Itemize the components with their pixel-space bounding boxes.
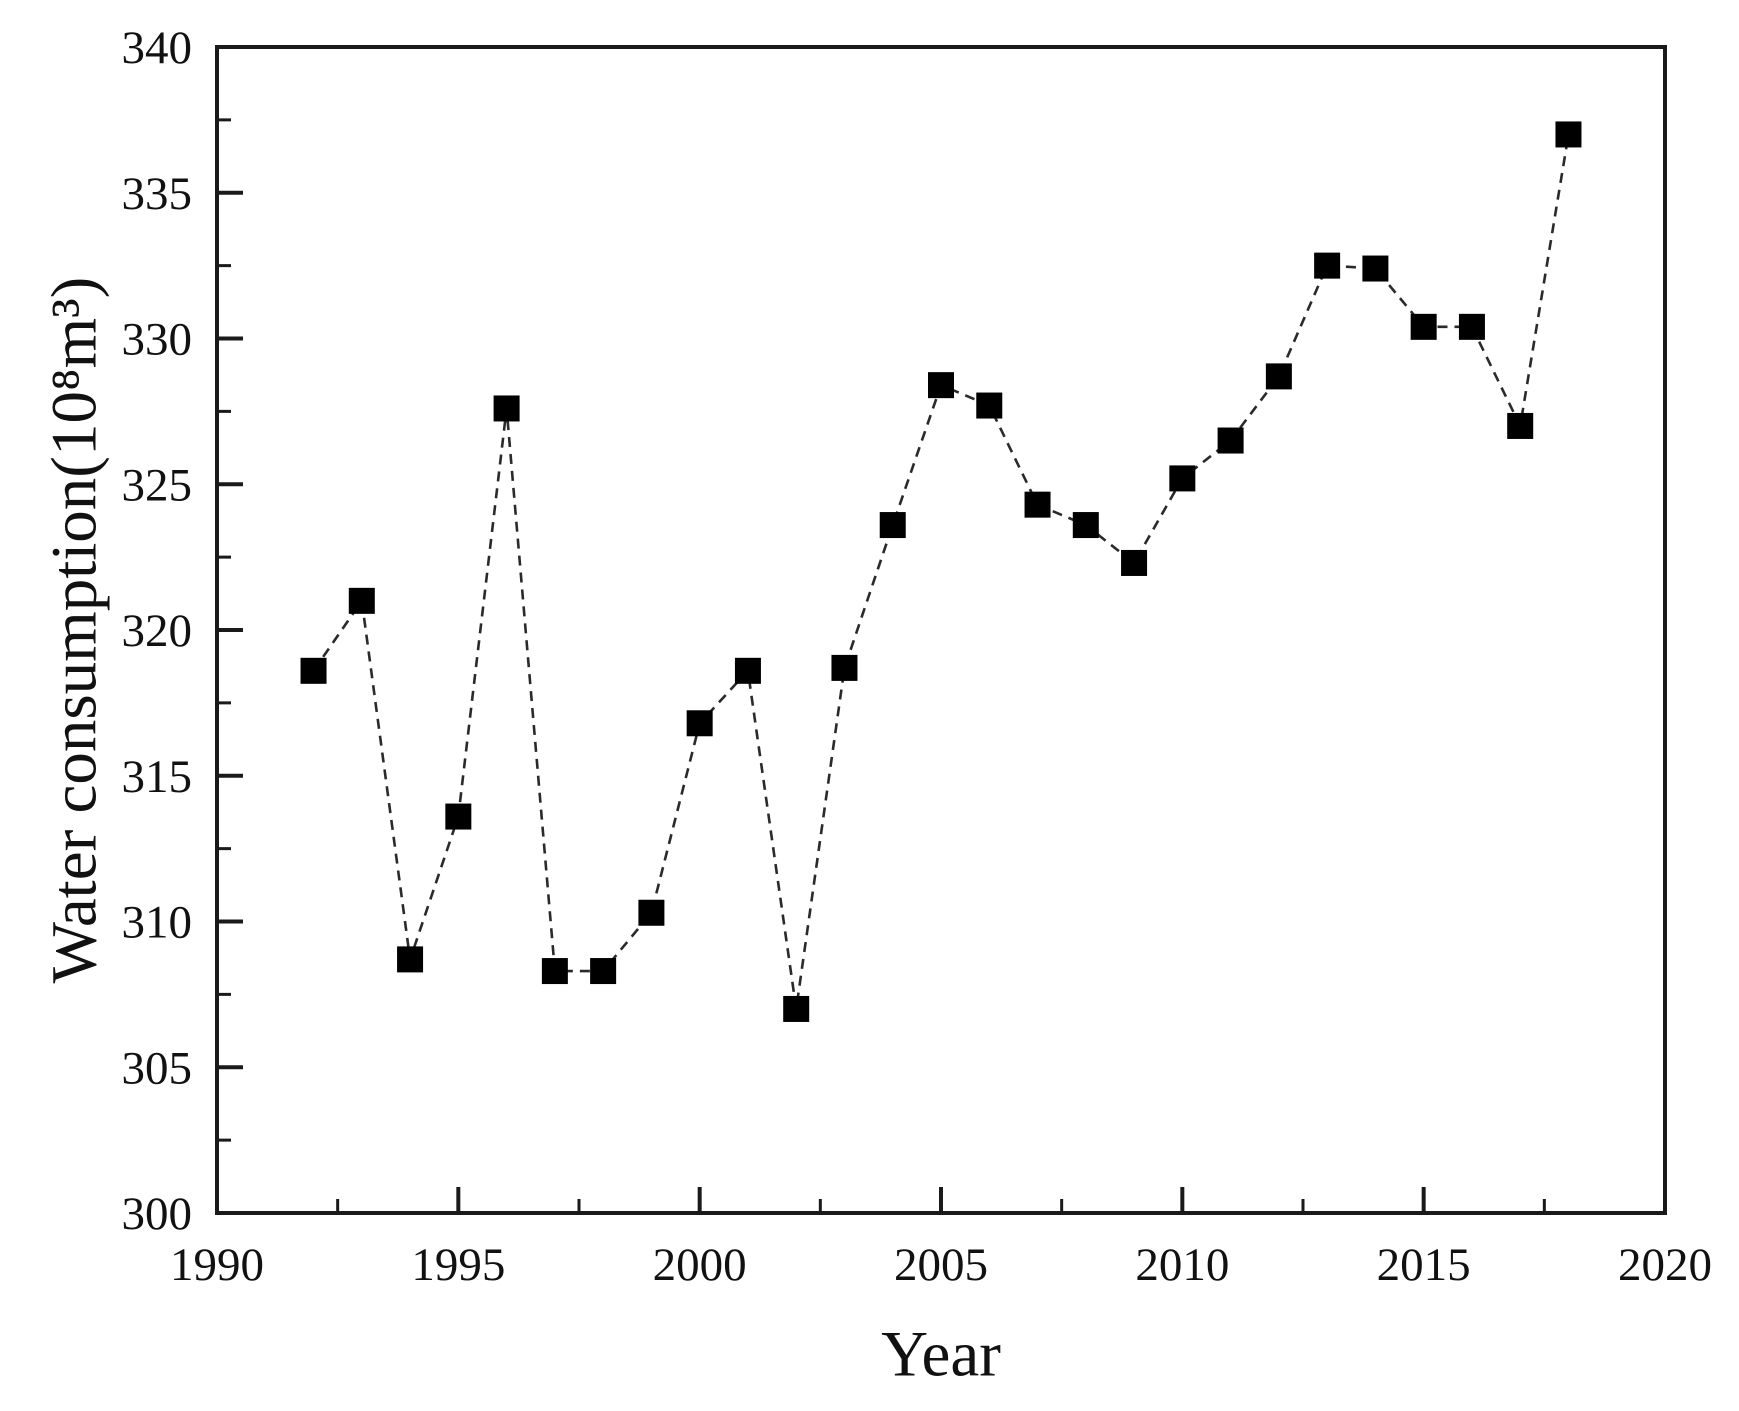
data-point-1994 bbox=[397, 946, 424, 973]
data-point-2011 bbox=[1217, 427, 1244, 454]
data-point-2014 bbox=[1362, 255, 1389, 282]
data-point-1993 bbox=[348, 587, 375, 614]
data-point-2013 bbox=[1314, 252, 1341, 279]
plot-border bbox=[215, 45, 1667, 1215]
x-tick-label-2020: 2020 bbox=[1618, 1239, 1712, 1291]
data-point-2016 bbox=[1458, 313, 1485, 340]
data-point-2003 bbox=[831, 654, 858, 681]
data-point-2000 bbox=[686, 710, 713, 737]
x-axis-title: Year bbox=[881, 1318, 1001, 1391]
y-tick-label-320: 320 bbox=[122, 605, 193, 657]
data-point-2017 bbox=[1507, 412, 1534, 439]
x-tick-label-1990: 1990 bbox=[170, 1239, 264, 1291]
y-tick-label-335: 335 bbox=[122, 168, 193, 220]
y-tick-label-300: 300 bbox=[122, 1188, 193, 1240]
y-tick-label-310: 310 bbox=[122, 897, 193, 949]
data-point-2012 bbox=[1265, 363, 1292, 390]
x-tick-label-1995: 1995 bbox=[411, 1239, 505, 1291]
y-tick-label-340: 340 bbox=[122, 22, 193, 74]
data-point-2006 bbox=[976, 392, 1003, 419]
y-tick-label-325: 325 bbox=[122, 459, 193, 511]
y-tick-label-330: 330 bbox=[122, 314, 193, 366]
data-point-1999 bbox=[638, 899, 665, 926]
data-point-2002 bbox=[783, 995, 810, 1022]
data-point-2010 bbox=[1169, 465, 1196, 492]
data-point-1995 bbox=[445, 803, 472, 830]
x-tick-label-2010: 2010 bbox=[1135, 1239, 1229, 1291]
data-point-2015 bbox=[1410, 313, 1437, 340]
data-point-2007 bbox=[1024, 491, 1051, 518]
x-tick-label-2000: 2000 bbox=[653, 1239, 747, 1291]
x-tick-label-2015: 2015 bbox=[1377, 1239, 1471, 1291]
y-tick-label-315: 315 bbox=[122, 751, 193, 803]
data-point-2001 bbox=[734, 657, 761, 684]
data-point-1996 bbox=[493, 395, 520, 422]
data-point-1992 bbox=[300, 657, 327, 684]
data-point-1998 bbox=[590, 958, 617, 985]
data-point-1997 bbox=[541, 958, 568, 985]
x-tick-label-2005: 2005 bbox=[894, 1239, 988, 1291]
data-point-2005 bbox=[928, 372, 954, 399]
y-tick-label-305: 305 bbox=[122, 1042, 193, 1094]
data-point-2018 bbox=[1555, 121, 1582, 148]
data-point-2008 bbox=[1072, 512, 1099, 539]
data-point-2004 bbox=[879, 512, 906, 539]
data-point-2009 bbox=[1121, 549, 1148, 576]
y-axis-title: Water consumption(10⁸m³) bbox=[38, 276, 111, 984]
